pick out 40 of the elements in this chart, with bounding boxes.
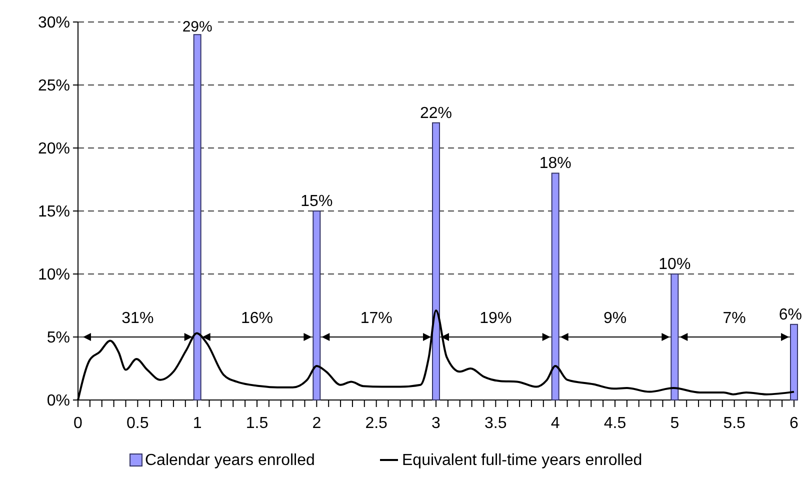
bar bbox=[432, 122, 440, 400]
annotation: 9% bbox=[603, 310, 627, 327]
annotation: 19% bbox=[480, 310, 512, 327]
annotation: 17% bbox=[360, 310, 392, 327]
data-label: 18% bbox=[539, 155, 572, 172]
x-tick-label: 3 bbox=[432, 415, 441, 432]
x-tick-label: 0.5 bbox=[126, 415, 149, 432]
data-label: 29% bbox=[182, 18, 212, 36]
x-tick-label: 0 bbox=[74, 415, 83, 432]
x-tick-label: 1 bbox=[192, 415, 202, 432]
x-tick-label: 6 bbox=[790, 415, 799, 432]
x-tick-label: 4 bbox=[550, 415, 560, 432]
legend-label: Calendar years enrolled bbox=[145, 452, 315, 469]
x-tick-label: 3.5 bbox=[484, 415, 507, 432]
x-tick-label: 5.5 bbox=[723, 415, 746, 432]
y-tick-label: 30% bbox=[38, 14, 70, 32]
x-tick-label: 5 bbox=[670, 415, 680, 432]
annotation: 7% bbox=[722, 310, 746, 327]
legend-label: Equivalent full-time years enrolled bbox=[402, 452, 642, 469]
y-tick-label: 0% bbox=[46, 392, 70, 410]
y-tick-label: 10% bbox=[38, 266, 70, 284]
data-label: 15% bbox=[300, 193, 333, 210]
y-tick-label: 25% bbox=[38, 78, 70, 95]
data-label: 22% bbox=[420, 104, 452, 122]
bar bbox=[551, 172, 560, 400]
annotation: 31% bbox=[122, 310, 154, 327]
x-tick-label: 1.5 bbox=[246, 415, 268, 432]
x-tick-label: 4.5 bbox=[604, 415, 626, 432]
bar bbox=[312, 210, 321, 400]
y-tick-label: 5% bbox=[46, 330, 70, 347]
x-tick-label: 2 bbox=[312, 415, 322, 432]
annotation: 16% bbox=[240, 310, 274, 327]
data-label: 10% bbox=[658, 256, 691, 273]
x-tick-label: 2.5 bbox=[365, 415, 388, 432]
y-tick-label: 20% bbox=[38, 140, 70, 158]
bar bbox=[790, 324, 798, 400]
bar bbox=[193, 34, 202, 400]
y-tick-label: 15% bbox=[38, 204, 70, 221]
bar bbox=[670, 274, 679, 400]
data-label: 6% bbox=[778, 306, 802, 324]
